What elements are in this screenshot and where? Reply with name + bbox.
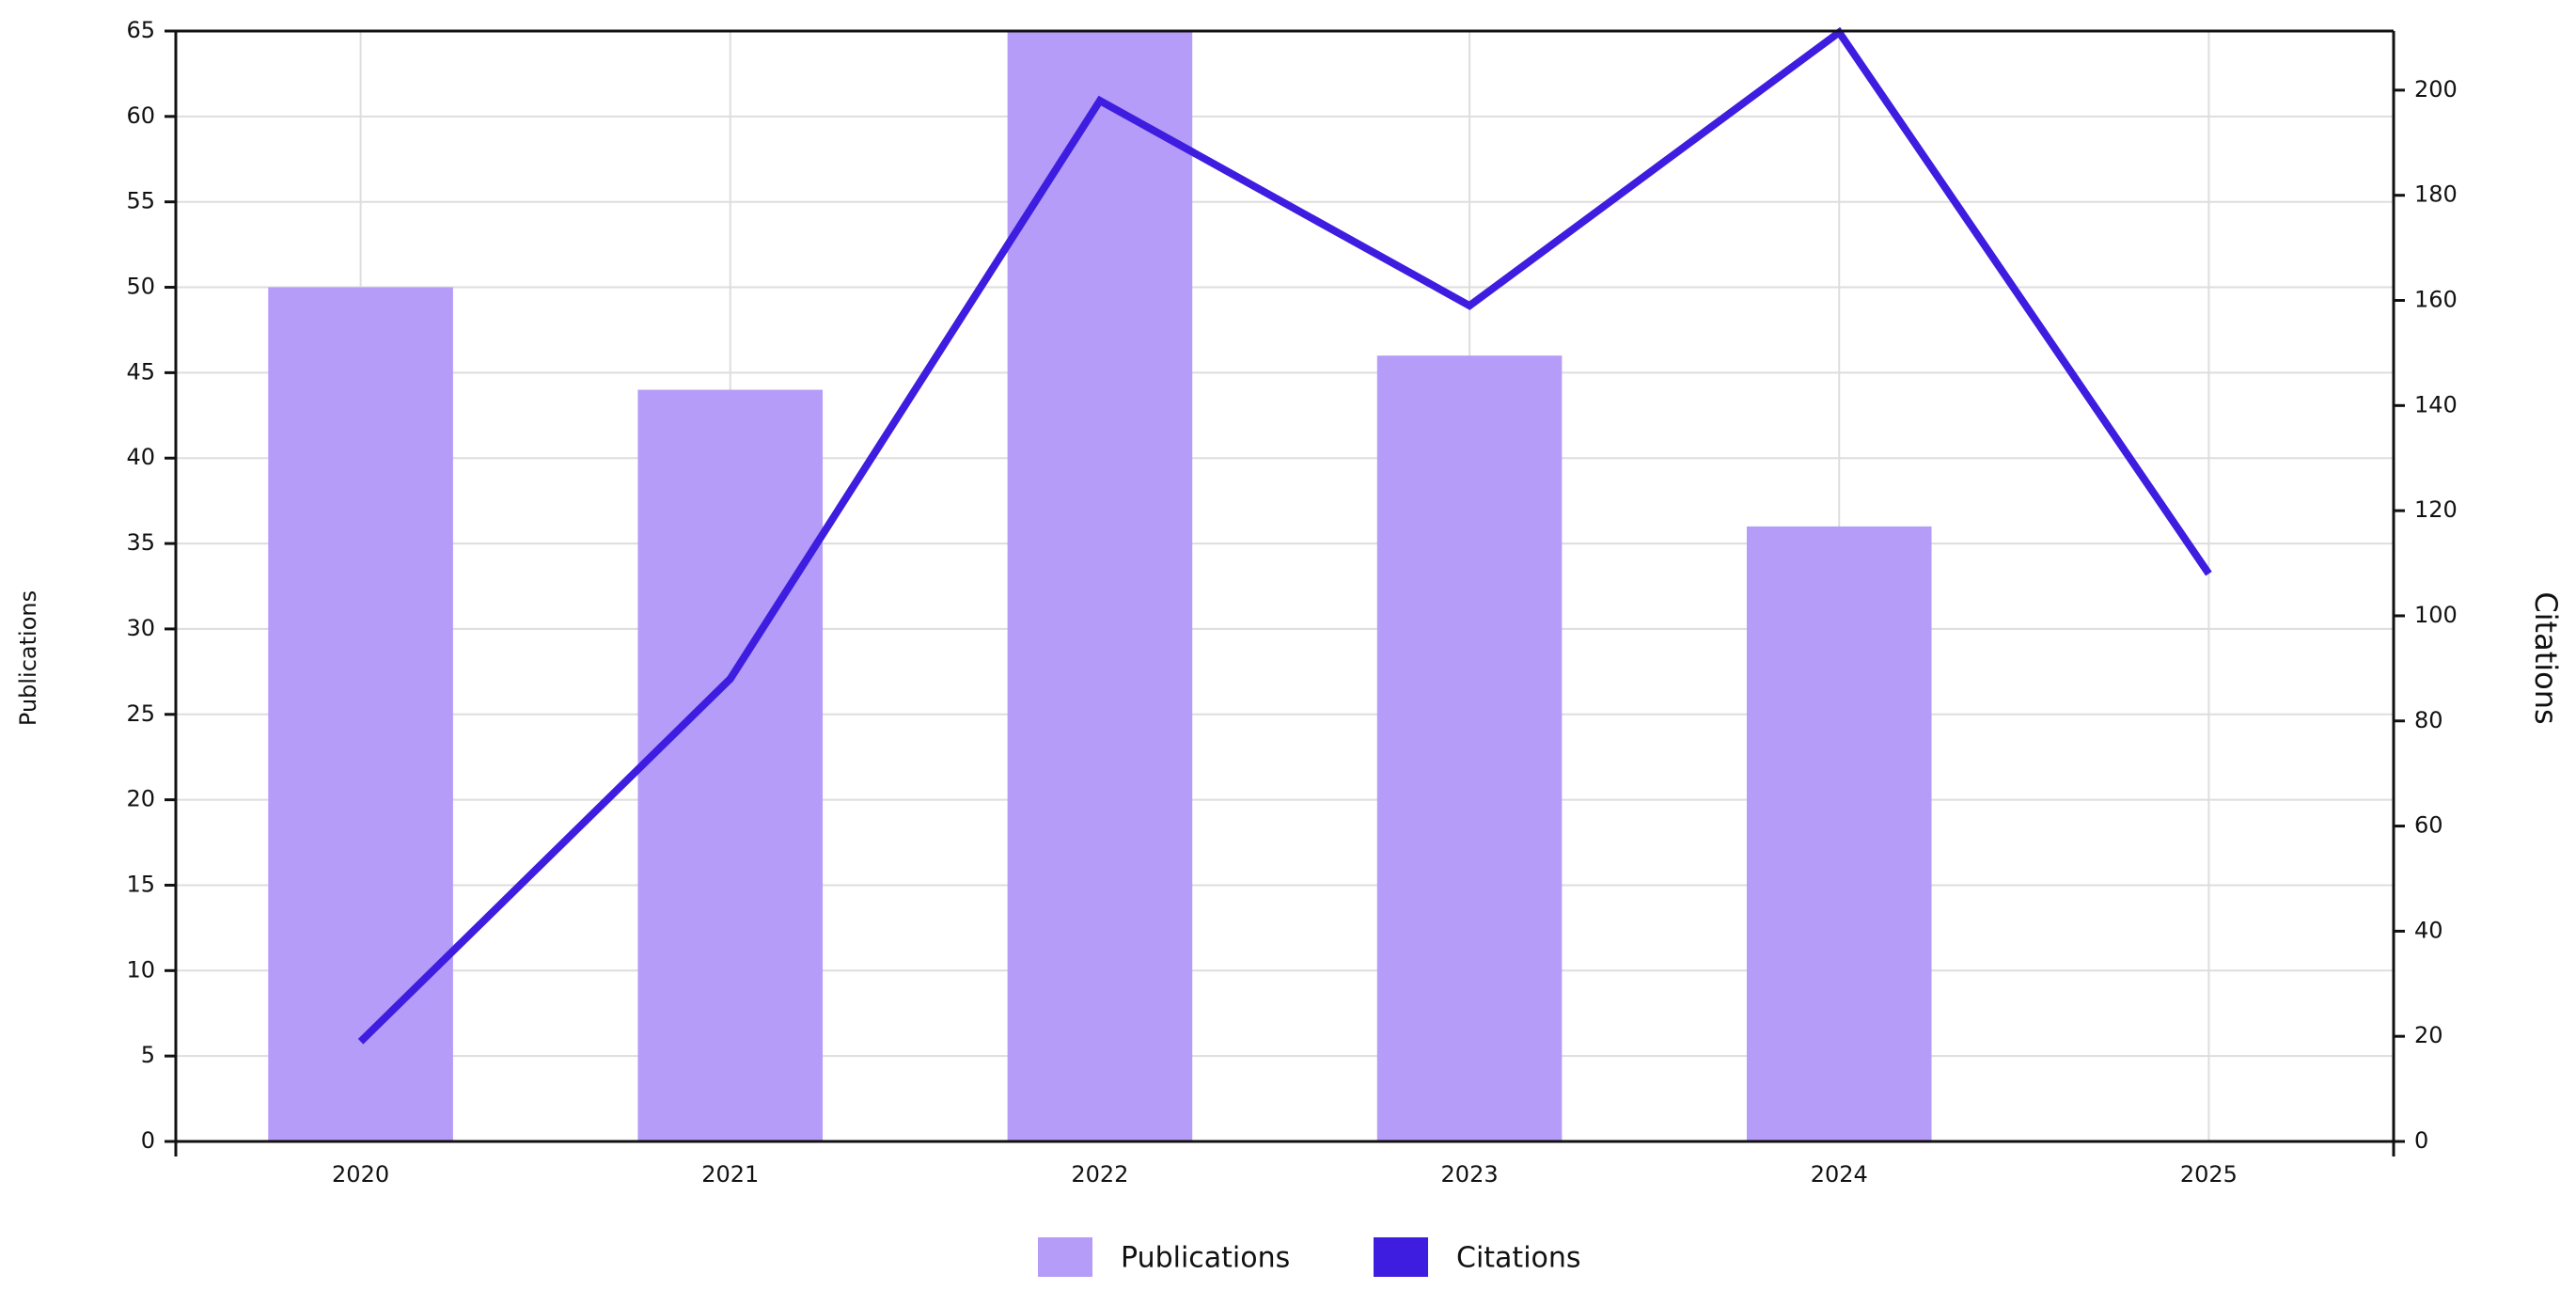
y-tick-label: 55: [126, 188, 155, 214]
y2-tick-label: 180: [2414, 181, 2458, 208]
y-axis-title: Publications: [15, 590, 41, 726]
legend-swatch: [1374, 1237, 1428, 1277]
y-tick-label: 65: [126, 17, 155, 43]
legend-swatch: [1038, 1237, 1092, 1277]
y-tick-label: 60: [126, 102, 155, 129]
x-tick-label: 2021: [701, 1161, 759, 1188]
y-tick-label: 30: [126, 615, 155, 641]
y2-tick-label: 160: [2414, 287, 2458, 313]
legend-item: Publications: [1038, 1237, 1290, 1277]
y2-tick-label: 80: [2414, 707, 2443, 733]
y-tick-label: 45: [126, 358, 155, 385]
y-tick-label: 5: [141, 1042, 155, 1068]
y2-tick-label: 100: [2414, 602, 2458, 628]
y2-tick-label: 120: [2414, 496, 2458, 523]
legend-item: Citations: [1374, 1237, 1581, 1277]
y2-tick-label: 60: [2414, 812, 2443, 839]
y2-axis-title: Citations: [2528, 591, 2564, 724]
x-tick-label: 2022: [1071, 1161, 1128, 1188]
bar: [268, 287, 453, 1141]
legend-label: Citations: [1456, 1242, 1581, 1275]
y-tick-label: 50: [126, 274, 155, 300]
bar: [1746, 526, 1932, 1141]
y-tick-label: 25: [126, 700, 155, 727]
y-tick-label: 20: [126, 786, 155, 812]
y2-tick-label: 200: [2414, 76, 2458, 102]
y2-tick-label: 40: [2414, 917, 2443, 943]
x-tick-label: 2025: [2180, 1161, 2238, 1188]
x-tick-label: 2023: [1441, 1161, 1499, 1188]
y-tick-label: 40: [126, 444, 155, 470]
y-tick-label: 10: [126, 956, 155, 983]
y2-tick-label: 140: [2414, 391, 2458, 417]
x-tick-label: 2020: [332, 1161, 389, 1188]
y-tick-label: 35: [126, 529, 155, 556]
y2-tick-label: 20: [2414, 1022, 2443, 1048]
y-tick-label: 0: [141, 1127, 155, 1154]
y-tick-label: 15: [126, 871, 155, 897]
x-tick-label: 2024: [1811, 1161, 1868, 1188]
y2-tick-label: 0: [2414, 1127, 2428, 1154]
bar: [637, 389, 824, 1141]
line: [357, 26, 2212, 1045]
bar: [1376, 355, 1563, 1141]
legend-label: Publications: [1121, 1242, 1290, 1275]
bar: [1007, 31, 1193, 1141]
